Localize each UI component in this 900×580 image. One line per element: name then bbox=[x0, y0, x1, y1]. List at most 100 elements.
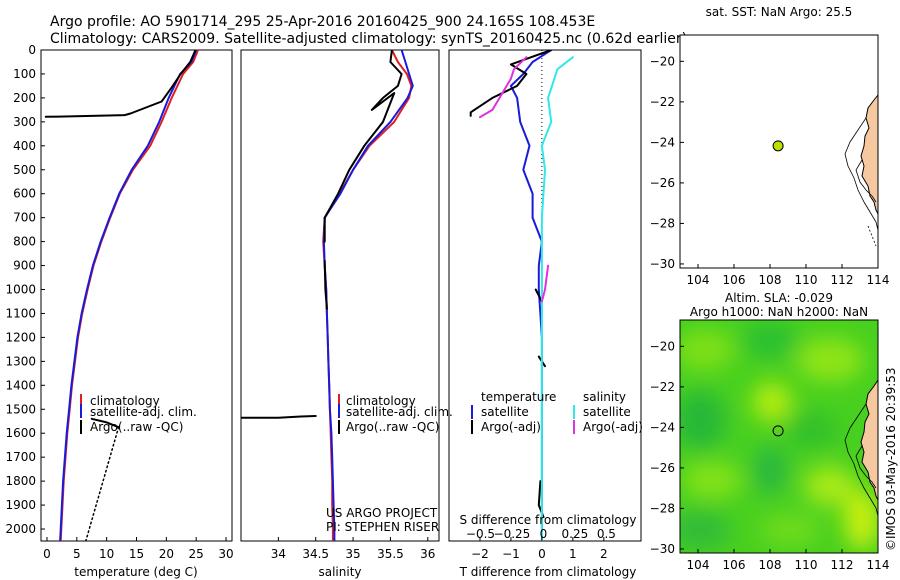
axis-tick-label: 0 bbox=[28, 43, 36, 57]
axis-tick-label: 35.5 bbox=[377, 547, 404, 561]
difference-series-sat bbox=[509, 50, 553, 530]
axis-tick-label: −26 bbox=[650, 176, 675, 190]
sla-anomaly-blob bbox=[844, 490, 878, 550]
axis-tick-label: 700 bbox=[13, 211, 36, 225]
temperature-series-argo bbox=[90, 417, 120, 429]
axis-tick-label: 10 bbox=[99, 547, 114, 561]
temperature-axis-ticks: 0 5 10 15 20 25 30 bbox=[43, 537, 234, 561]
temperature-series-clim bbox=[59, 50, 199, 541]
argo-location-marker bbox=[772, 425, 784, 437]
salinity-legend: climatology satellite-adj. clim. Argo(..… bbox=[338, 394, 453, 434]
axis-tick-label: 200 bbox=[13, 91, 36, 105]
axis-tick-label: 5 bbox=[73, 547, 81, 561]
difference-series-argo_s bbox=[540, 264, 550, 303]
sla-anomaly-blob bbox=[680, 390, 726, 450]
salinity-xlabel: salinity bbox=[318, 565, 361, 579]
axis-tick-label: 1 bbox=[569, 547, 577, 561]
axis-tick-label: −0.25 bbox=[494, 527, 531, 541]
land-area bbox=[860, 379, 878, 501]
legend-satellite-label: satellite-adj. clim. bbox=[346, 405, 453, 419]
axis-tick-label: 0.5 bbox=[597, 527, 616, 541]
axis-tick-label: 114 bbox=[867, 273, 890, 287]
axis-tick-label: 35 bbox=[345, 547, 360, 561]
axis-tick-label: −0.5 bbox=[466, 527, 495, 541]
axis-tick-label: 900 bbox=[13, 259, 36, 273]
axis-tick-label: 108 bbox=[759, 273, 782, 287]
axis-tick-label: 1900 bbox=[5, 498, 36, 512]
temperature-series bbox=[44, 50, 199, 541]
sla-anomaly-blob bbox=[752, 382, 792, 422]
axis-tick-label: 110 bbox=[795, 558, 818, 572]
shelf-contour bbox=[867, 225, 877, 247]
t-difference-axis-ticks: −2 −1 0 1 2 bbox=[471, 537, 608, 561]
legend-salinity-title: salinity bbox=[583, 390, 626, 404]
axis-tick-label: −26 bbox=[650, 461, 675, 475]
difference-legend: temperature salinity satellite Argo(-adj… bbox=[471, 390, 643, 434]
axis-tick-label: −28 bbox=[650, 216, 675, 230]
sla-heatmap bbox=[680, 320, 878, 553]
legend-climatology-label: climatology bbox=[346, 394, 416, 408]
axis-tick-label: 600 bbox=[13, 187, 36, 201]
sla-anomaly-blob bbox=[752, 446, 788, 494]
sst-map-longitude-ticks: 104 106 108 110 112 114 bbox=[687, 264, 890, 287]
axis-tick-label: 1800 bbox=[5, 474, 36, 488]
salinity-series-sat bbox=[322, 50, 414, 541]
axis-tick-label: −20 bbox=[650, 339, 675, 353]
axis-tick-label: 1000 bbox=[5, 283, 36, 297]
axis-tick-label: 104 bbox=[687, 558, 710, 572]
axis-tick-label: −22 bbox=[650, 380, 675, 394]
sla-map-title-line1: Altim. SLA: -0.029 bbox=[725, 291, 833, 305]
sla-anomaly-blob bbox=[786, 412, 838, 448]
difference-series-sat_s bbox=[540, 56, 574, 541]
axis-tick-label: 112 bbox=[831, 558, 854, 572]
axis-tick-label: −20 bbox=[650, 54, 675, 68]
axis-tick-label: −1 bbox=[502, 547, 520, 561]
sla-anomaly-blob bbox=[682, 462, 742, 498]
salinity-series-argo bbox=[241, 415, 317, 419]
sst-map-background bbox=[680, 35, 878, 268]
t-difference-xlabel: T difference from climatology bbox=[459, 565, 637, 579]
axis-tick-label: 104 bbox=[687, 273, 710, 287]
axis-tick-label: −28 bbox=[650, 501, 675, 515]
project-annotation: US ARGO PROJECT bbox=[326, 506, 438, 520]
axis-tick-label: 0.25 bbox=[562, 527, 589, 541]
axis-tick-label: 1500 bbox=[5, 402, 36, 416]
legend-s-argo-label: Argo(-adj) bbox=[583, 420, 643, 434]
salinity-axis-ticks: 34 34.5 35 35.5 36 bbox=[271, 537, 435, 561]
temperature-legend: climatology satellite-adj. clim. Argo(..… bbox=[80, 394, 197, 434]
axis-tick-label: 1400 bbox=[5, 378, 36, 392]
shelf-contour bbox=[855, 445, 877, 489]
axis-tick-label: 36 bbox=[420, 547, 435, 561]
sst-map-title: sat. SST: NaN Argo: 25.5 bbox=[706, 5, 853, 19]
axis-tick-label: 0 bbox=[538, 547, 546, 561]
axis-tick-label: 1600 bbox=[5, 426, 36, 440]
sla-anomaly-blob bbox=[804, 466, 856, 506]
temperature-series-sat bbox=[59, 50, 198, 541]
axis-tick-label: 500 bbox=[13, 163, 36, 177]
axis-tick-label: −24 bbox=[650, 420, 675, 434]
sla-anomaly-blob bbox=[796, 338, 864, 382]
axis-tick-label: 0 bbox=[540, 527, 548, 541]
salinity-axes-frame bbox=[240, 49, 440, 542]
temperature-series-argo_dotted bbox=[85, 426, 120, 541]
salinity-series-clim bbox=[322, 50, 413, 541]
sla-map: Altim. SLA: -0.029 Argo h1000: NaN h2000… bbox=[650, 291, 890, 572]
imos-timestamp: ©IMOS 03-May-2016 20:39:53 bbox=[884, 367, 898, 551]
difference-axes-frame bbox=[448, 49, 642, 542]
temperature-series-argo bbox=[44, 50, 196, 118]
axis-tick-label: 20 bbox=[159, 547, 174, 561]
figure-title-line2: Climatology: CARS2009. Satellite-adjuste… bbox=[50, 31, 687, 47]
s-difference-axis-ticks: −0.5−0.25 0 0.25 0.5 bbox=[466, 527, 616, 541]
land-area bbox=[860, 94, 878, 215]
sla-anomaly-blob bbox=[742, 322, 798, 358]
difference-series-argo bbox=[469, 50, 553, 117]
axis-tick-label: 300 bbox=[13, 115, 36, 129]
axis-tick-label: −30 bbox=[650, 542, 675, 556]
axis-tick-label: 2 bbox=[600, 547, 608, 561]
difference-series-argo_s bbox=[479, 56, 528, 119]
figure-title-line1: Argo profile: AO 5901714_295 25-Apr-2016… bbox=[50, 14, 595, 30]
axis-tick-label: 108 bbox=[759, 558, 782, 572]
axis-tick-label: 106 bbox=[723, 558, 746, 572]
axis-tick-label: 1100 bbox=[5, 306, 36, 320]
axis-tick-label: 15 bbox=[129, 547, 144, 561]
